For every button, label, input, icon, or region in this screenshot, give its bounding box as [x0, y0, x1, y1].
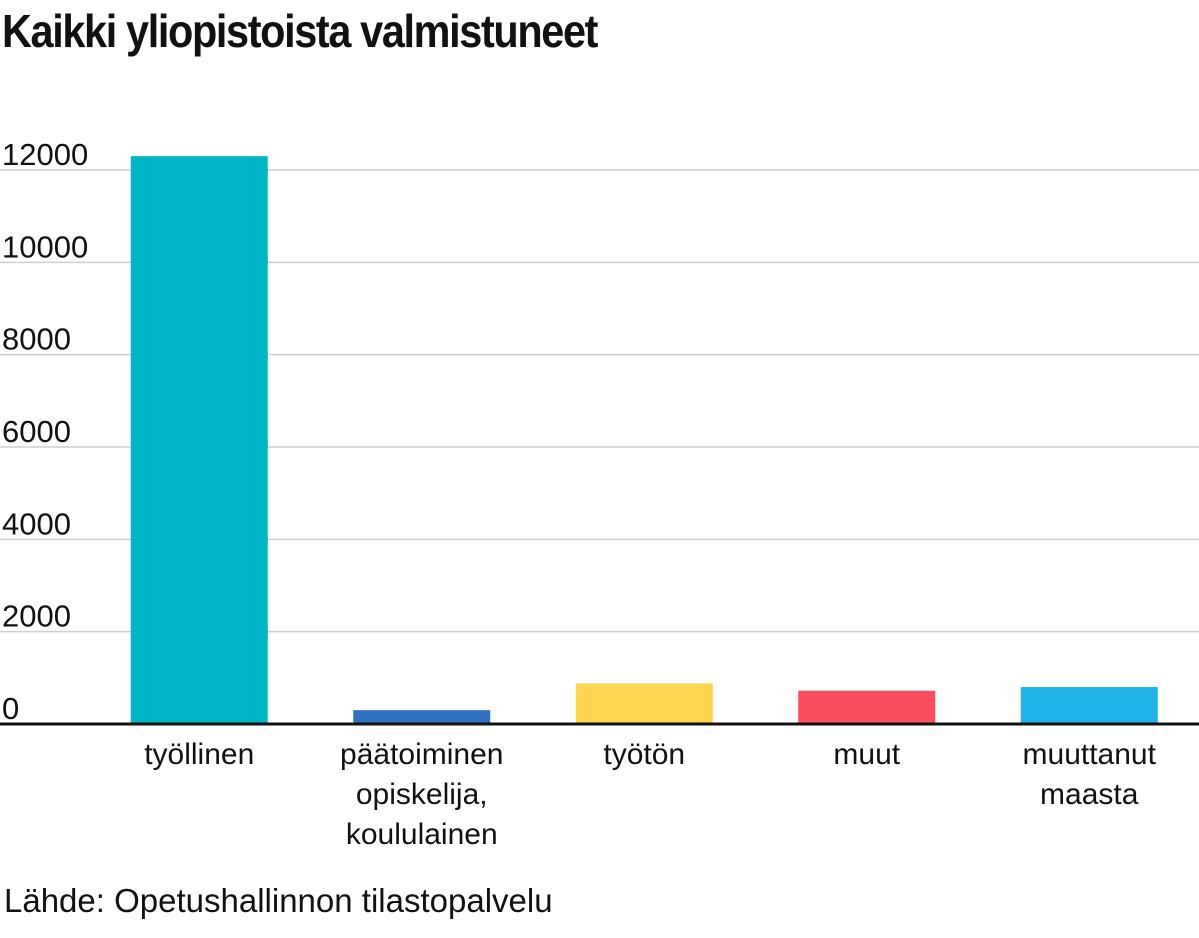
y-tick-label-0: 0	[2, 691, 19, 726]
y-tick-label-4000: 4000	[2, 506, 71, 541]
x-tick-label-4: muuttanut maasta	[1023, 738, 1157, 811]
bar-1	[353, 710, 491, 724]
y-tick-label-10000: 10000	[2, 229, 88, 264]
bar-3	[798, 690, 936, 724]
y-tick-label-8000: 8000	[2, 322, 71, 357]
y-tick-label-6000: 6000	[2, 414, 71, 449]
x-tick-label-2: työtön	[603, 738, 685, 771]
x-axis-category-labels: työllinen päätoiminen opiskelija, koululain…	[144, 738, 1156, 851]
bar-2	[575, 683, 713, 724]
x-tick-label-3: muut	[833, 738, 900, 771]
bars	[130, 156, 1158, 724]
x-tick-label-1: päätoiminen opiskelija, koululainen	[340, 738, 503, 851]
bar-0	[130, 156, 268, 724]
y-tick-label-2000: 2000	[2, 599, 71, 634]
chart-title: Kaikki yliopistoista valmistuneet	[2, 5, 598, 57]
y-tick-label-12000: 12000	[2, 137, 88, 172]
source-note: Lähde: Opetushallinnon tilastopalvelu	[4, 882, 553, 919]
y-axis-tick-labels: 0 2000 4000 6000 8000 10000 12000	[2, 137, 88, 726]
x-tick-label-0: työllinen	[144, 738, 254, 771]
bar-4	[1020, 687, 1158, 724]
